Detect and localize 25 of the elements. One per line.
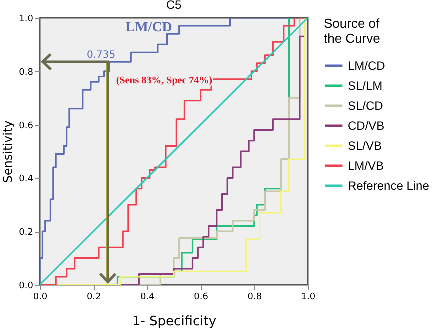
- y-tick-label: 0.8: [19, 68, 34, 78]
- y-tick-label: 0.0: [19, 282, 34, 292]
- y-tick-label: 0.2: [19, 228, 34, 238]
- annotation: 0.735: [87, 50, 116, 62]
- chart-title: C5: [166, 0, 182, 12]
- annotation: LM/CD: [126, 20, 172, 36]
- legend-title: Source of the Curve: [324, 16, 380, 46]
- x-tick-label: 0.8: [248, 292, 262, 302]
- legend-label: SL/CD: [348, 99, 384, 113]
- legend-label: SL/LM: [348, 79, 383, 93]
- legend-label: SL/VB: [348, 139, 382, 153]
- x-tick-label: 0.2: [86, 292, 102, 302]
- x-tick-label: 0.4: [140, 292, 156, 302]
- x-tick-label: 1.0: [301, 292, 316, 302]
- y-axis-title: Sensitivity: [1, 120, 16, 184]
- legend-label: LM/CD: [348, 59, 386, 73]
- x-axis-title: 1- Specificity: [132, 314, 217, 330]
- y-tick-label: 0.4: [19, 174, 34, 185]
- legend-label: LM/VB: [348, 159, 384, 173]
- y-tick-label: 1.0: [19, 14, 34, 24]
- legend-label: Reference Line: [348, 179, 430, 193]
- x-tick-label: 0.6: [194, 292, 209, 302]
- legend-label: CD/VB: [348, 119, 385, 133]
- y-tick-label: 0.6: [19, 121, 34, 132]
- x-tick-label: 0.0: [33, 292, 48, 302]
